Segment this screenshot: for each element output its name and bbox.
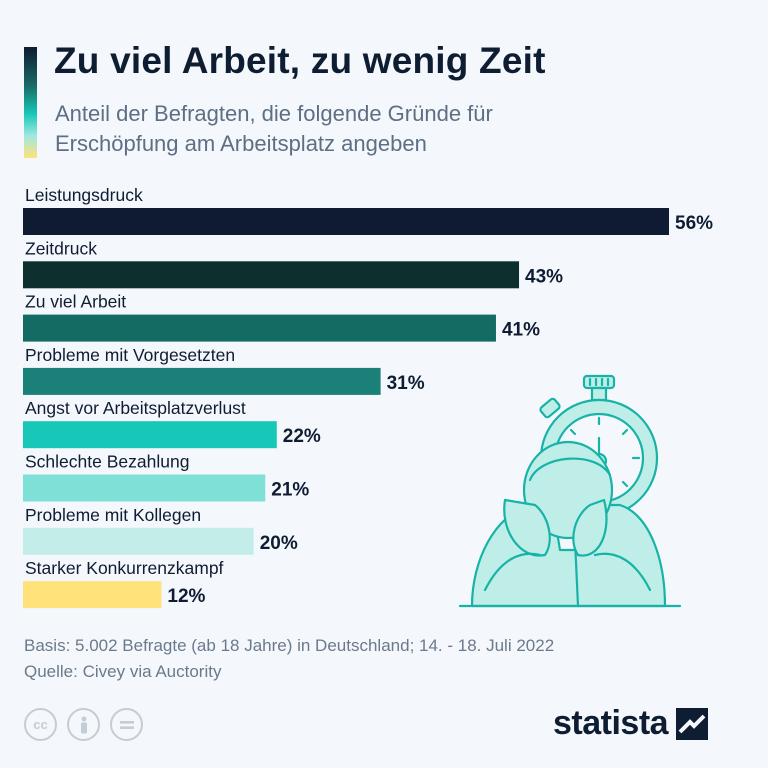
bar-value-label: 41% — [502, 320, 540, 341]
bar — [23, 367, 381, 395]
bar-category-label: Zeitdruck — [25, 238, 97, 258]
bar-chart: Leistungsdruck 56% Zeitdruck 43% Zu viel Arb… — [23, 185, 713, 609]
bar-category-label: Schlechte Bezahlung — [25, 452, 189, 472]
bar-value-label: 31% — [387, 373, 425, 394]
bar-value-label: 21% — [271, 480, 309, 501]
bar-category-label: Probleme mit Kollegen — [25, 505, 201, 525]
bar-category-label: Zu viel Arbeit — [25, 292, 126, 312]
page-title: Zu viel Arbeit, zu wenig Zeit — [54, 40, 546, 81]
bar-category-label: Leistungsdruck — [25, 185, 143, 205]
bar — [23, 474, 266, 502]
footnote-source: Quelle: Civey via Auctority — [24, 662, 222, 681]
bar-value-label: 43% — [525, 266, 563, 287]
bar — [23, 261, 520, 289]
no-derivatives-icon[interactable] — [110, 708, 143, 741]
logo-wordmark: statista — [553, 704, 669, 742]
attribution-icon[interactable] — [67, 708, 100, 741]
bar — [23, 208, 669, 235]
bar-value-label: 20% — [260, 533, 298, 554]
bar — [23, 421, 277, 449]
person-icon — [458, 440, 682, 608]
bar-category-label: Starker Konkurrenzkampf — [25, 558, 224, 578]
bar — [23, 581, 162, 609]
bar-category-label: Angst vor Arbeitsplatzverlust — [25, 398, 246, 418]
statista-logo[interactable]: statista — [553, 704, 709, 743]
bar-value-label: 56% — [675, 213, 713, 234]
footnote-basis: Basis: 5.002 Befragte (ab 18 Jahre) in D… — [24, 636, 555, 655]
bar — [23, 527, 254, 555]
license-icons: cc — [24, 708, 143, 741]
bar-category-label: Probleme mit Vorgesetzten — [25, 345, 235, 365]
page-subtitle: Anteil der Befragten, die folgende Gründ… — [55, 101, 493, 156]
cc-icon[interactable]: cc — [24, 708, 57, 741]
bar — [23, 314, 496, 342]
bars-group: Leistungsdruck 56% Zeitdruck 43% Zu viel Arb… — [23, 185, 713, 609]
statista-mark-icon — [676, 707, 709, 740]
stressed-worker-illustration — [458, 374, 682, 608]
bar-value-label: 22% — [283, 426, 321, 447]
bar-value-label: 12% — [167, 586, 205, 607]
title-accent-bar — [24, 47, 37, 158]
